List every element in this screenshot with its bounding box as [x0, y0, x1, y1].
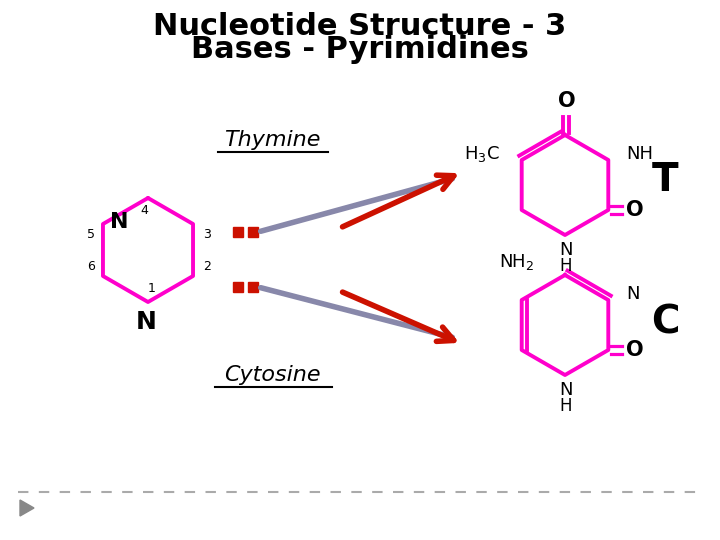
Text: O: O [626, 340, 644, 360]
Text: N: N [559, 381, 572, 399]
Text: O: O [626, 200, 644, 220]
FancyBboxPatch shape [233, 227, 243, 237]
Text: N: N [559, 241, 572, 259]
Text: 3: 3 [203, 227, 211, 240]
Text: 2: 2 [203, 260, 211, 273]
FancyBboxPatch shape [248, 227, 258, 237]
Text: N: N [109, 212, 128, 232]
Text: 5: 5 [87, 227, 95, 240]
Text: Bases - Pyrimidines: Bases - Pyrimidines [191, 35, 529, 64]
Text: C: C [651, 303, 679, 341]
Text: NH: NH [626, 145, 653, 163]
Text: 6: 6 [87, 260, 95, 273]
FancyBboxPatch shape [248, 282, 258, 292]
Text: H: H [559, 397, 572, 415]
Text: T: T [652, 161, 678, 199]
Text: NH$_2$: NH$_2$ [499, 252, 534, 272]
Text: N: N [135, 310, 156, 334]
Polygon shape [20, 500, 34, 516]
Text: H: H [559, 257, 572, 275]
Text: H$_3$C: H$_3$C [464, 144, 500, 164]
Text: N: N [626, 285, 640, 303]
Text: O: O [558, 91, 576, 111]
Text: 1: 1 [148, 281, 156, 294]
Text: Nucleotide Structure - 3: Nucleotide Structure - 3 [153, 12, 567, 41]
Text: Thymine: Thymine [224, 130, 320, 150]
Text: 4: 4 [140, 204, 148, 217]
FancyBboxPatch shape [233, 282, 243, 292]
Text: Cytosine: Cytosine [224, 365, 320, 385]
